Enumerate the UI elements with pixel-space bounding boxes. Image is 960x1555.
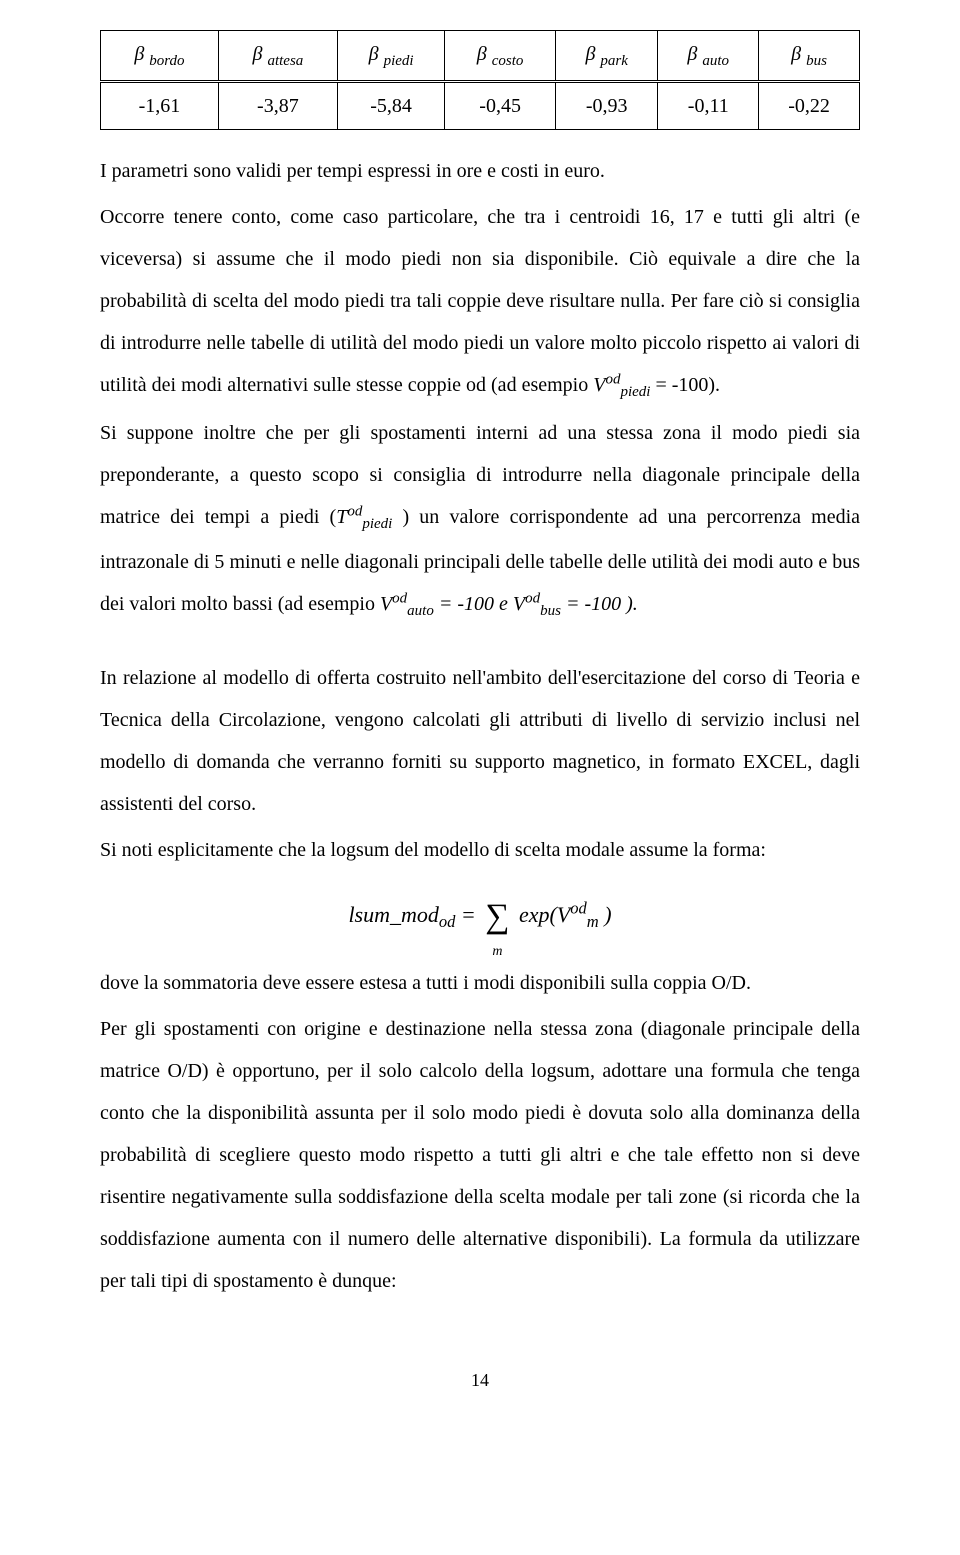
paragraph-7: Per gli spostamenti con origine e destin… (100, 1008, 860, 1302)
logsum-formula: lsum_modod = ∑m exp(Vodm ) (100, 881, 860, 952)
col-header: β auto (658, 31, 759, 82)
paragraph-6: dove la sommatoria deve essere estesa a … (100, 962, 860, 1004)
summation-icon: ∑m (485, 881, 509, 952)
page-number: 14 (100, 1362, 860, 1400)
col-header: β costo (445, 31, 556, 82)
paragraph-4: In relazione al modello di offerta costr… (100, 657, 860, 825)
paragraph-2: Occorre tenere conto, come caso particol… (100, 196, 860, 409)
cell: -0,93 (555, 81, 657, 129)
cell: -1,61 (101, 81, 219, 129)
col-header: β piedi (337, 31, 444, 82)
paragraph-5: Si noti esplicitamente che la logsum del… (100, 829, 860, 871)
col-header: β attesa (218, 31, 337, 82)
table-value-row: -1,61 -3,87 -5,84 -0,45 -0,93 -0,11 -0,2… (101, 81, 860, 129)
table-header-row: β bordo β attesa β piedi β costo β park … (101, 31, 860, 82)
page: β bordo β attesa β piedi β costo β park … (0, 0, 960, 1440)
cell: -0,22 (759, 81, 860, 129)
parameters-table: β bordo β attesa β piedi β costo β park … (100, 30, 860, 130)
cell: -3,87 (218, 81, 337, 129)
col-header: β bus (759, 31, 860, 82)
paragraph-3: Si suppone inoltre che per gli spostamen… (100, 412, 860, 627)
cell: -5,84 (337, 81, 444, 129)
col-header: β park (555, 31, 657, 82)
cell: -0,11 (658, 81, 759, 129)
cell: -0,45 (445, 81, 556, 129)
col-header: β bordo (101, 31, 219, 82)
paragraph-intro: I parametri sono validi per tempi espres… (100, 150, 860, 192)
